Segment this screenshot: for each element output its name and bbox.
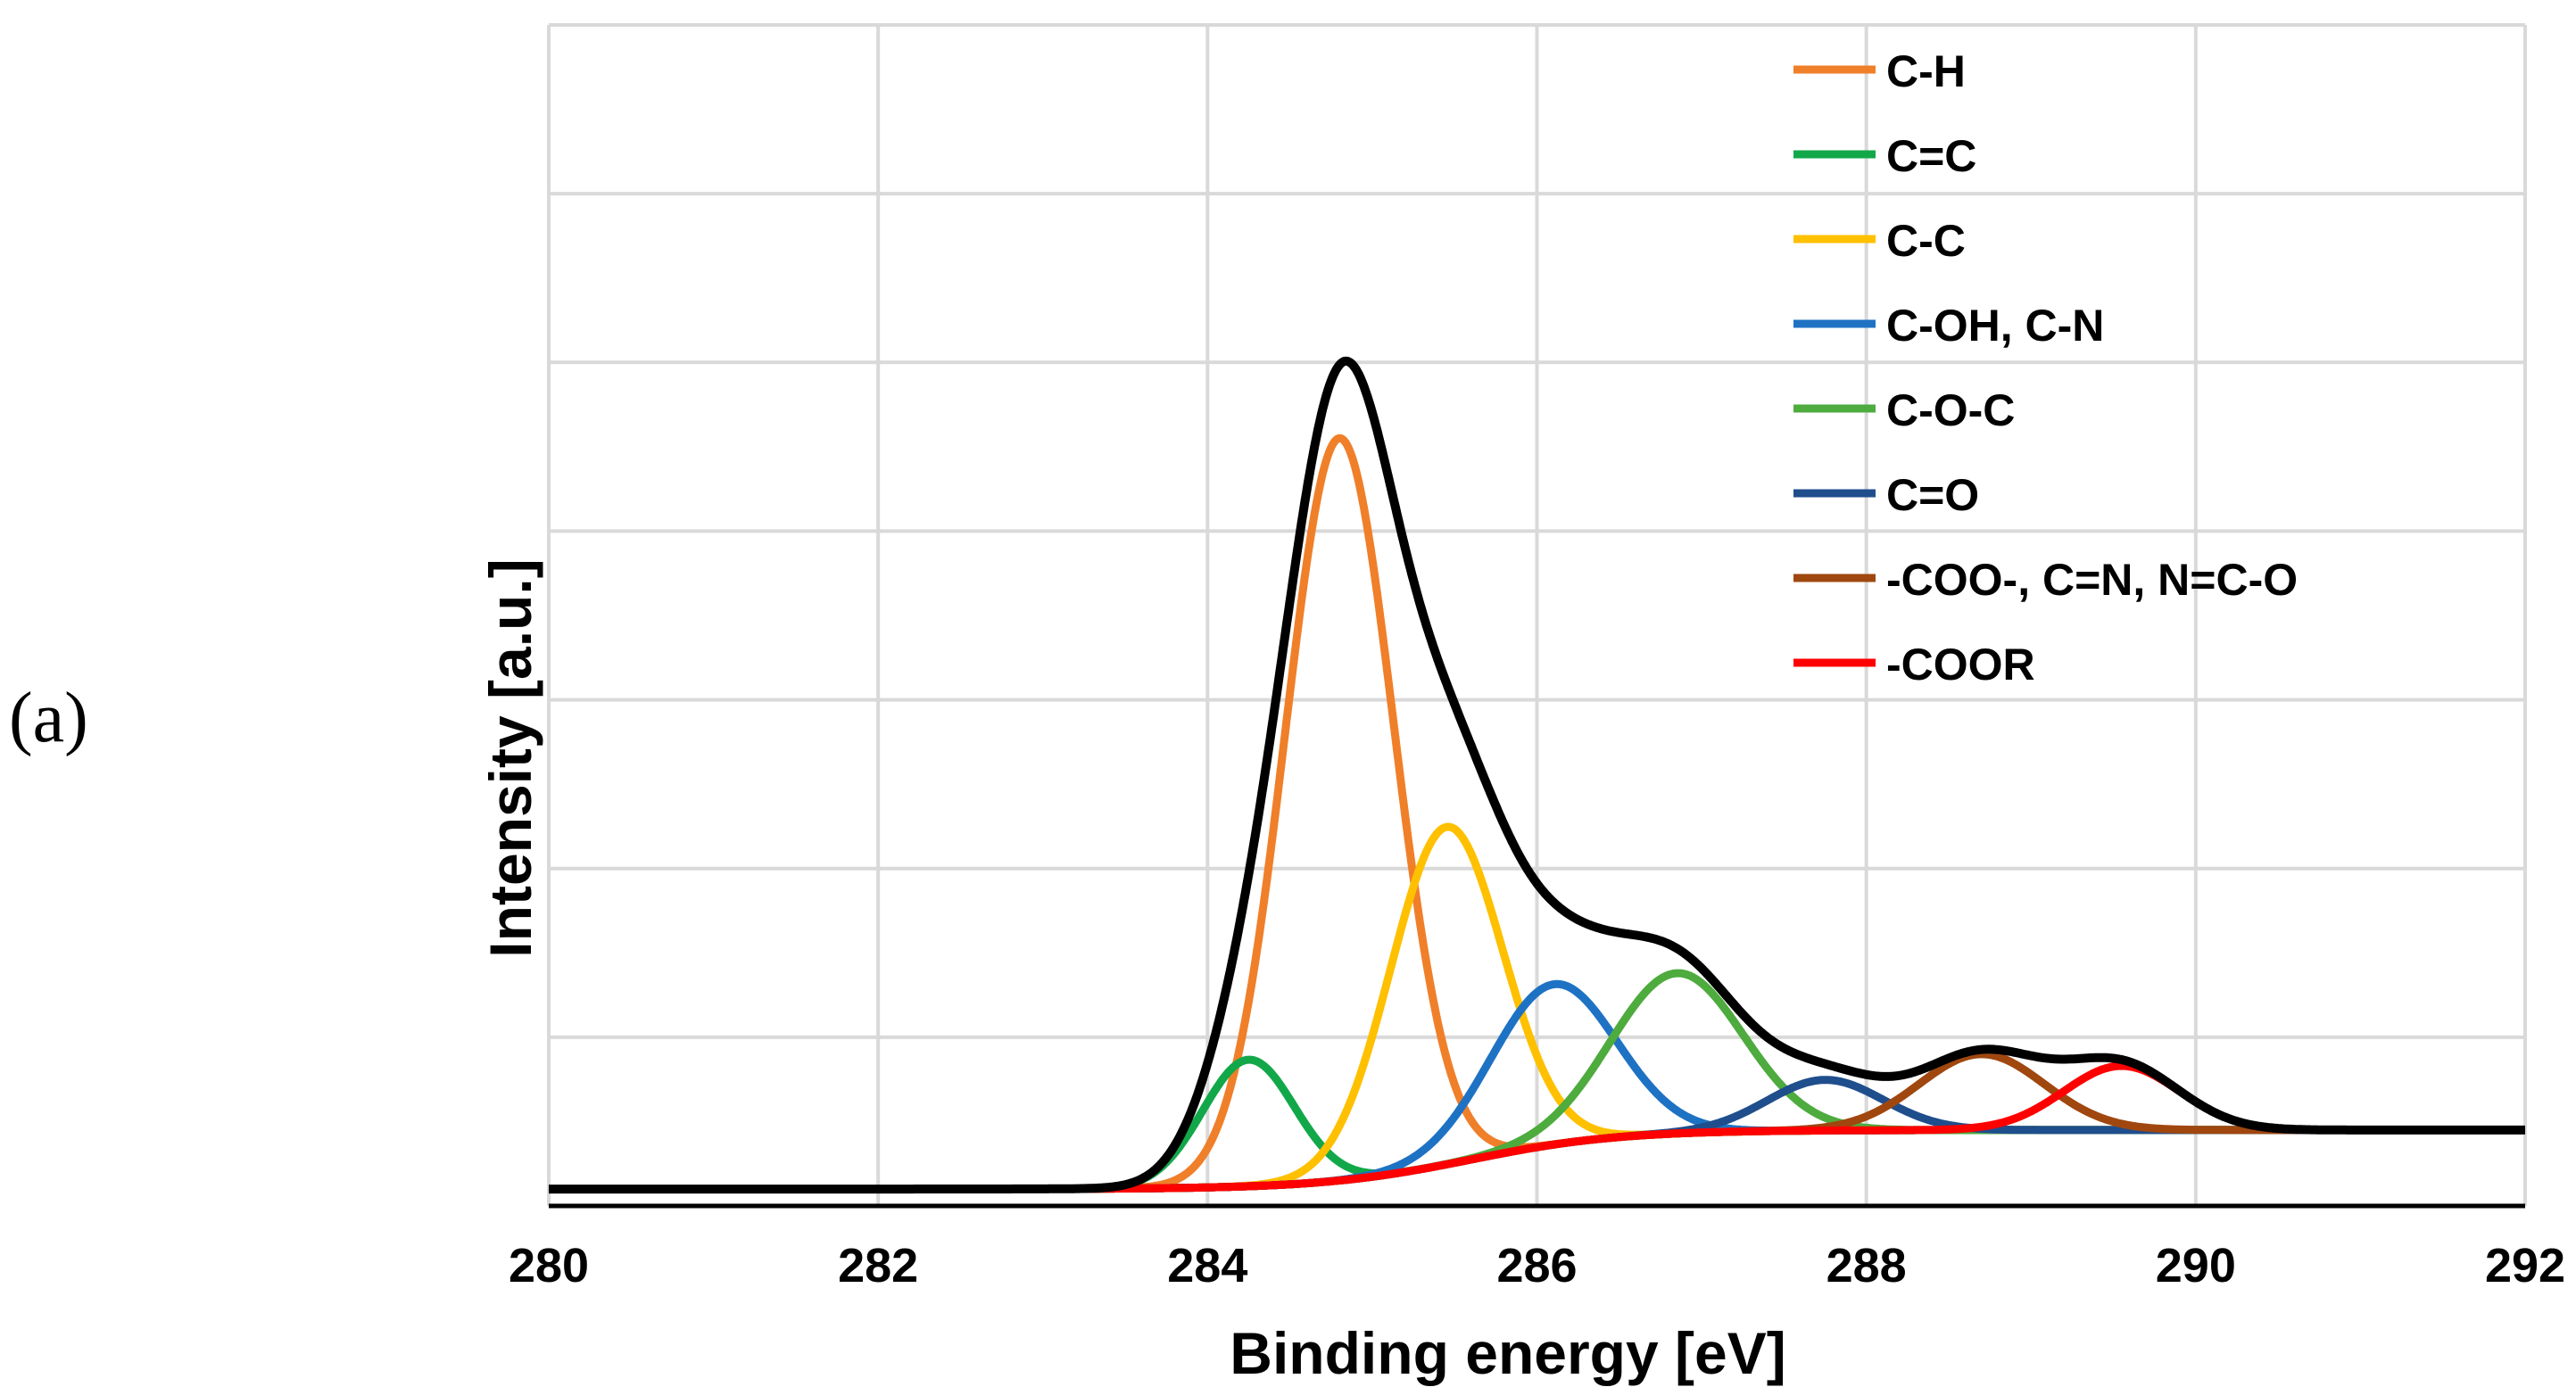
- x-tick-label: 290: [2156, 1239, 2236, 1292]
- legend-entry: C-O-C: [1793, 385, 2015, 435]
- y-axis-title: Intensity [a.u.]: [477, 558, 543, 957]
- curve-layer: [545, 356, 2529, 1194]
- x-axis-title: Binding energy [eV]: [1230, 1320, 1785, 1386]
- x-tick-label: 280: [509, 1239, 589, 1292]
- legend-label: C-O-C: [1886, 385, 2015, 435]
- legend-entry: C=O: [1793, 470, 1979, 520]
- x-tick-label: 292: [2485, 1239, 2565, 1292]
- legend-entry: C-H: [1793, 46, 1966, 96]
- grid-layer: [547, 23, 2527, 1206]
- legend-entry: C-OH, C-N: [1793, 301, 2104, 351]
- legend-label: C-C: [1886, 216, 1966, 266]
- legend-layer: C-H C=C C-C C-OH, C-N C-O-C C=O -COO-, C=N, N=…: [1793, 46, 2298, 689]
- legend-label: C-OH, C-N: [1886, 301, 2104, 351]
- legend-label: C=C: [1886, 131, 1976, 181]
- legend-entry: C=C: [1793, 131, 1976, 181]
- x-tick-label: 288: [1826, 1239, 1907, 1292]
- panel-label: (a): [9, 679, 88, 757]
- legend-entry: -COO-, C=N, N=C-O: [1793, 555, 2298, 605]
- legend-label: C=O: [1886, 470, 1979, 520]
- envelope-curve: [545, 356, 2529, 1194]
- x-tick-label: 284: [1167, 1239, 1247, 1292]
- legend-label: -COOR: [1886, 640, 2035, 689]
- legend-entry: C-C: [1793, 216, 1966, 266]
- legend-label: C-H: [1886, 46, 1966, 96]
- legend-entry: -COOR: [1793, 640, 2035, 689]
- legend-label: -COO-, C=N, N=C-O: [1886, 555, 2298, 605]
- x-tick-label: 286: [1496, 1239, 1577, 1292]
- axis-layer: 280 282 284 286 288 290 292: [509, 1203, 2565, 1292]
- x-tick-label: 282: [838, 1239, 918, 1292]
